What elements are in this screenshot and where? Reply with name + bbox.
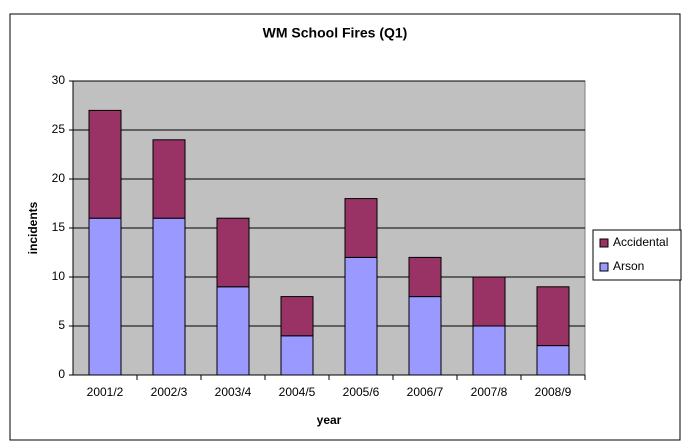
y-tick-label: 0 — [58, 367, 65, 381]
y-tick-label: 30 — [52, 73, 66, 87]
y-tick-label: 10 — [52, 269, 66, 283]
chart-title: WM School Fires (Q1) — [263, 25, 408, 41]
x-tick-label: 2003/4 — [215, 385, 252, 399]
bar-segment — [88, 109, 122, 219]
x-tick-label: 2007/8 — [471, 385, 508, 399]
y-tick-label: 15 — [52, 220, 66, 234]
x-tick-label: 2005/6 — [343, 385, 380, 399]
bar-segment — [536, 345, 570, 376]
legend-label: Accidental — [613, 235, 668, 249]
x-tick-label: 2004/5 — [279, 385, 316, 399]
bar-segment — [408, 256, 442, 298]
y-tick-label: 20 — [52, 171, 66, 185]
bar-segment — [152, 139, 186, 219]
bar-segment — [536, 286, 570, 347]
y-axis-label: incidents — [26, 201, 40, 254]
y-tick-label: 5 — [58, 318, 65, 332]
bar-segment — [472, 325, 506, 376]
bar-segment — [216, 286, 250, 376]
bar-segment — [344, 256, 378, 376]
x-tick-label: 2006/7 — [407, 385, 444, 399]
y-tick-label: 25 — [52, 122, 66, 136]
legend-label: Arson — [613, 259, 644, 273]
bar-segment — [280, 335, 314, 376]
bar-segment — [280, 296, 314, 337]
bar-segment — [216, 217, 250, 288]
legend-swatch — [599, 238, 609, 248]
x-tick-label: 2008/9 — [535, 385, 572, 399]
legend-box — [592, 229, 682, 281]
x-axis-label: year — [317, 413, 342, 427]
bar-segment — [88, 217, 122, 376]
legend-swatch — [599, 262, 609, 272]
x-tick-label: 2001/2 — [87, 385, 124, 399]
bar-segment — [472, 276, 506, 327]
bar-segment — [344, 198, 378, 258]
x-tick-label: 2002/3 — [151, 385, 188, 399]
bar-segment — [152, 217, 186, 376]
bar-segment — [408, 296, 442, 376]
